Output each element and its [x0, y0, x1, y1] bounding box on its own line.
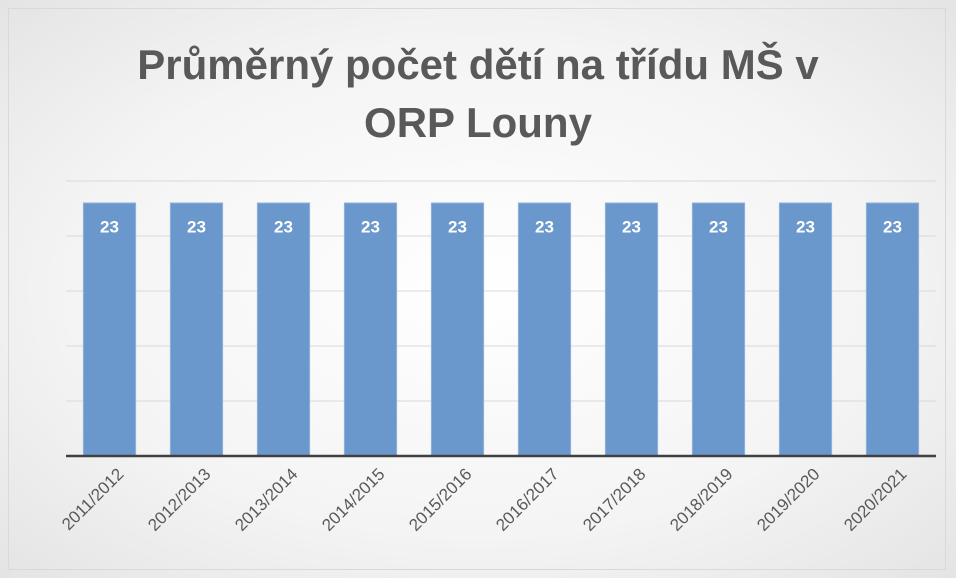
x-tick-label: 2017/2018 — [579, 465, 649, 535]
x-tick-label: 2020/2021 — [840, 465, 910, 535]
x-tick-label: 2018/2019 — [666, 465, 736, 535]
x-tick-label: 2015/2016 — [405, 465, 475, 535]
bar — [430, 202, 485, 457]
bar — [604, 202, 659, 457]
x-tick-label: 2013/2014 — [231, 465, 301, 535]
x-tick-label: 2012/2013 — [144, 465, 214, 535]
x-tick-label: 2011/2012 — [58, 465, 127, 534]
bar — [778, 202, 833, 457]
x-tick-label: 2019/2020 — [753, 465, 823, 535]
data-label: 23 — [361, 217, 380, 236]
data-label: 23 — [622, 217, 641, 236]
bar — [517, 202, 572, 457]
bar — [169, 202, 224, 457]
bar — [865, 202, 920, 457]
bar — [343, 202, 398, 457]
data-label: 23 — [535, 217, 554, 236]
chart-title: Průměrný počet dětí na třídu MŠ v ORP Lo… — [137, 41, 819, 146]
x-tick-label: 2016/2017 — [492, 465, 562, 535]
data-label: 23 — [709, 217, 728, 236]
chart-frame — [8, 8, 946, 570]
bar — [256, 202, 311, 457]
data-label: 23 — [187, 217, 206, 236]
data-label: 23 — [448, 217, 467, 236]
bar — [82, 202, 137, 457]
data-label: 23 — [274, 217, 293, 236]
data-label: 23 — [100, 217, 119, 236]
x-tick-label: 2014/2015 — [318, 465, 388, 535]
data-label: 23 — [883, 217, 902, 236]
data-label: 23 — [796, 217, 815, 236]
bar — [691, 202, 746, 457]
